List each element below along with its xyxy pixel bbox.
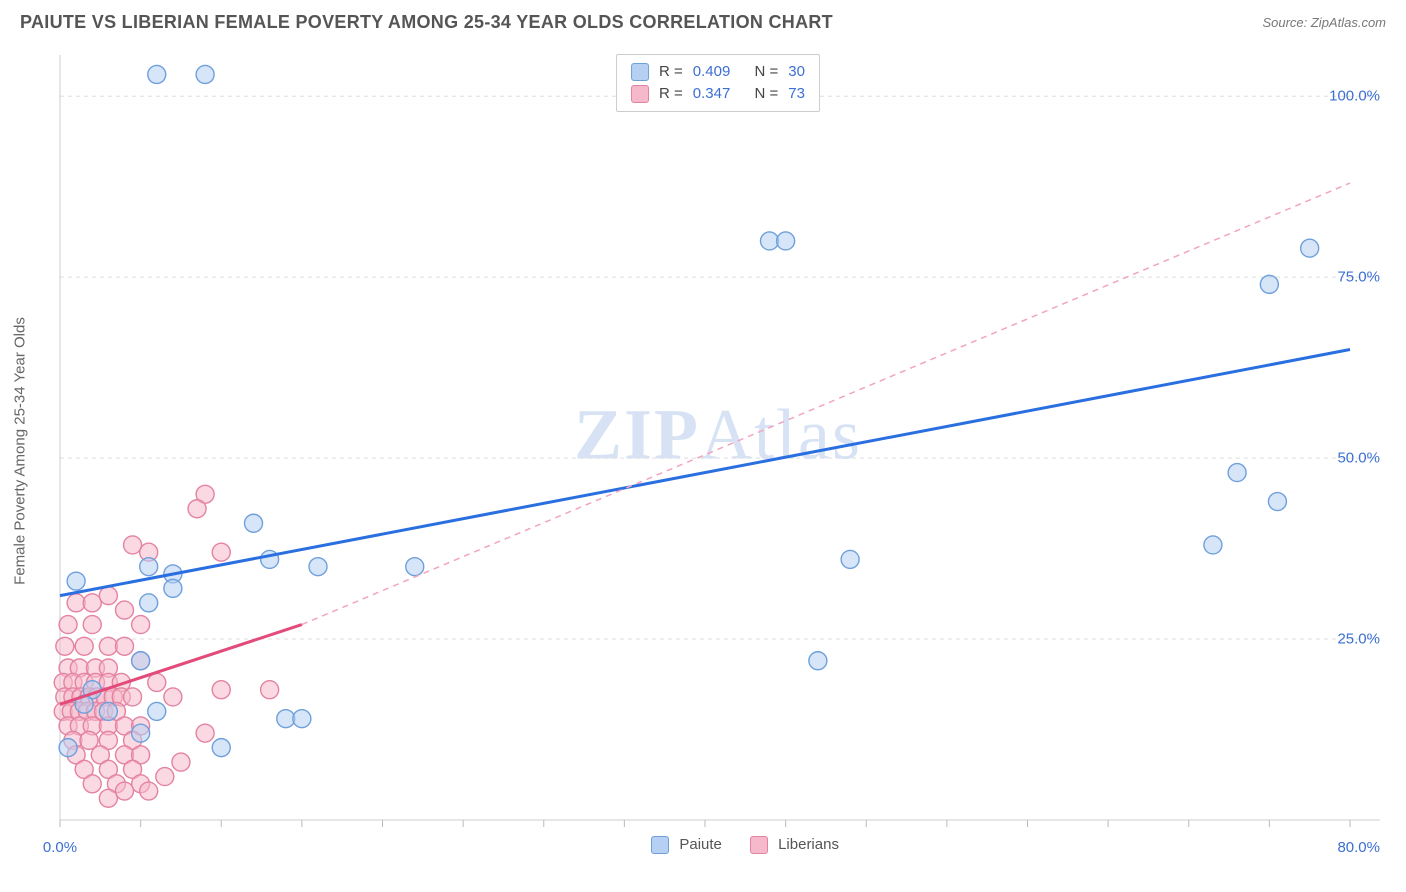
series-legend: Paiute Liberians xyxy=(651,836,839,854)
axis-lines xyxy=(60,55,1380,820)
paiute-swatch-icon xyxy=(651,836,669,854)
correlation-legend: R = 0.409 N = 30 R = 0.347 N = 73 xyxy=(616,54,820,112)
liberians-points xyxy=(54,485,278,807)
legend-item-paiute: Paiute xyxy=(651,836,722,854)
scatter-svg xyxy=(50,50,1386,852)
chart-title: PAIUTE VS LIBERIAN FEMALE POVERTY AMONG … xyxy=(20,12,833,33)
trend-lines xyxy=(60,183,1350,704)
legend-row-liberians: R = 0.347 N = 73 xyxy=(631,83,805,105)
plot-area: Female Poverty Among 25-34 Year Olds ZIP… xyxy=(50,50,1386,852)
liberians-swatch-icon xyxy=(750,836,768,854)
n-value: 30 xyxy=(788,61,805,83)
title-bar: PAIUTE VS LIBERIAN FEMALE POVERTY AMONG … xyxy=(0,0,1406,41)
liberians-swatch-icon xyxy=(631,85,649,103)
legend-label: Paiute xyxy=(679,836,722,853)
paiute-swatch-icon xyxy=(631,63,649,81)
y-tick-label: 75.0% xyxy=(1337,269,1380,286)
n-label: N = xyxy=(755,83,779,105)
x-tick-label: 80.0% xyxy=(1337,839,1380,856)
r-value: 0.347 xyxy=(693,83,731,105)
y-tick-label: 50.0% xyxy=(1337,450,1380,467)
n-label: N = xyxy=(755,61,779,83)
legend-label: Liberians xyxy=(778,836,839,853)
x-tick-label: 0.0% xyxy=(43,839,77,856)
y-tick-label: 25.0% xyxy=(1337,631,1380,648)
r-label: R = xyxy=(659,83,683,105)
r-value: 0.409 xyxy=(693,61,731,83)
legend-row-paiute: R = 0.409 N = 30 xyxy=(631,61,805,83)
x-ticks xyxy=(60,820,1350,827)
legend-item-liberians: Liberians xyxy=(750,836,839,854)
n-value: 73 xyxy=(788,83,805,105)
r-label: R = xyxy=(659,61,683,83)
y-axis-label: Female Poverty Among 25-34 Year Olds xyxy=(12,317,29,585)
y-tick-label: 100.0% xyxy=(1329,88,1380,105)
source-attribution: Source: ZipAtlas.com xyxy=(1262,15,1386,30)
paiute-points xyxy=(59,65,1319,756)
